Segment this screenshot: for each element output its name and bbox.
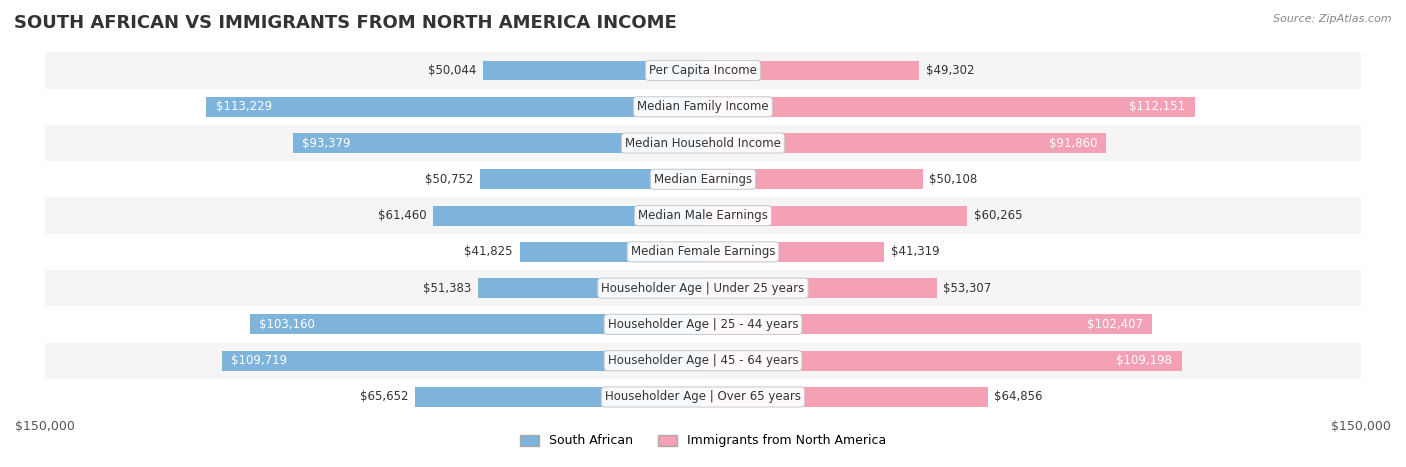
Text: $50,752: $50,752 bbox=[426, 173, 474, 186]
Text: Median Earnings: Median Earnings bbox=[654, 173, 752, 186]
Text: $50,108: $50,108 bbox=[929, 173, 977, 186]
Bar bbox=[478, 278, 703, 298]
Text: Median Household Income: Median Household Income bbox=[626, 136, 780, 149]
Bar bbox=[703, 314, 1153, 334]
Bar bbox=[45, 234, 1361, 270]
Text: Householder Age | Over 65 years: Householder Age | Over 65 years bbox=[605, 390, 801, 403]
Text: Householder Age | 45 - 64 years: Householder Age | 45 - 64 years bbox=[607, 354, 799, 367]
Bar bbox=[45, 270, 1361, 306]
Text: $64,856: $64,856 bbox=[994, 390, 1043, 403]
Text: $103,160: $103,160 bbox=[260, 318, 315, 331]
Text: $60,265: $60,265 bbox=[974, 209, 1022, 222]
Text: $50,044: $50,044 bbox=[429, 64, 477, 77]
Bar bbox=[294, 133, 703, 153]
Text: Householder Age | Under 25 years: Householder Age | Under 25 years bbox=[602, 282, 804, 295]
Bar bbox=[45, 52, 1361, 89]
Text: Per Capita Income: Per Capita Income bbox=[650, 64, 756, 77]
Text: $53,307: $53,307 bbox=[943, 282, 991, 295]
Text: $41,319: $41,319 bbox=[891, 245, 939, 258]
Bar bbox=[433, 205, 703, 226]
Bar bbox=[481, 170, 703, 189]
Bar bbox=[45, 379, 1361, 415]
Text: $109,719: $109,719 bbox=[231, 354, 287, 367]
Bar bbox=[703, 278, 936, 298]
Bar bbox=[45, 89, 1361, 125]
Bar bbox=[45, 125, 1361, 161]
Text: $49,302: $49,302 bbox=[927, 64, 974, 77]
Text: SOUTH AFRICAN VS IMMIGRANTS FROM NORTH AMERICA INCOME: SOUTH AFRICAN VS IMMIGRANTS FROM NORTH A… bbox=[14, 14, 676, 32]
Bar bbox=[703, 205, 967, 226]
Bar bbox=[45, 161, 1361, 198]
Text: $112,151: $112,151 bbox=[1129, 100, 1185, 113]
Text: $91,860: $91,860 bbox=[1049, 136, 1098, 149]
Text: Householder Age | 25 - 44 years: Householder Age | 25 - 44 years bbox=[607, 318, 799, 331]
Bar bbox=[45, 198, 1361, 234]
Bar bbox=[207, 97, 703, 117]
Bar bbox=[45, 306, 1361, 343]
Bar bbox=[45, 343, 1361, 379]
Bar bbox=[703, 387, 987, 407]
Text: $51,383: $51,383 bbox=[423, 282, 471, 295]
Bar bbox=[250, 314, 703, 334]
Bar bbox=[519, 242, 703, 262]
Bar bbox=[415, 387, 703, 407]
Text: Median Female Earnings: Median Female Earnings bbox=[631, 245, 775, 258]
Text: $61,460: $61,460 bbox=[378, 209, 427, 222]
Bar bbox=[703, 170, 922, 189]
Bar bbox=[703, 351, 1182, 371]
Legend: South African, Immigrants from North America: South African, Immigrants from North Ame… bbox=[515, 429, 891, 453]
Text: $93,379: $93,379 bbox=[301, 136, 350, 149]
Bar bbox=[484, 61, 703, 80]
Text: $41,825: $41,825 bbox=[464, 245, 513, 258]
Bar bbox=[222, 351, 703, 371]
Text: Source: ZipAtlas.com: Source: ZipAtlas.com bbox=[1274, 14, 1392, 24]
Text: Median Male Earnings: Median Male Earnings bbox=[638, 209, 768, 222]
Text: $113,229: $113,229 bbox=[217, 100, 273, 113]
Text: $65,652: $65,652 bbox=[360, 390, 408, 403]
Bar bbox=[703, 97, 1195, 117]
Bar bbox=[703, 133, 1107, 153]
Text: $109,198: $109,198 bbox=[1116, 354, 1173, 367]
Text: $102,407: $102,407 bbox=[1087, 318, 1143, 331]
Bar bbox=[703, 242, 884, 262]
Bar bbox=[703, 61, 920, 80]
Text: Median Family Income: Median Family Income bbox=[637, 100, 769, 113]
